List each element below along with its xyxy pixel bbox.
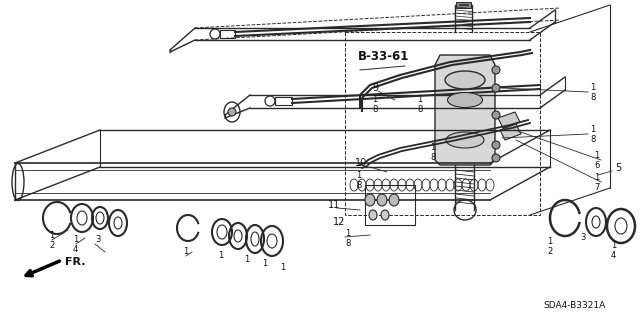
Text: 12: 12 (333, 217, 346, 227)
Text: 8: 8 (590, 93, 595, 102)
Text: 4: 4 (73, 246, 78, 255)
Text: FR.: FR. (65, 257, 86, 267)
Text: 1: 1 (345, 229, 350, 239)
Text: 8: 8 (590, 136, 595, 145)
Text: 10: 10 (355, 158, 367, 168)
Text: 1: 1 (594, 151, 599, 160)
Polygon shape (500, 124, 521, 140)
Text: 1: 1 (280, 263, 285, 272)
Text: 8: 8 (345, 240, 350, 249)
Text: 8: 8 (356, 181, 362, 189)
Text: 1: 1 (547, 238, 552, 247)
Text: 8: 8 (417, 106, 422, 115)
Ellipse shape (377, 194, 387, 206)
Text: 1: 1 (594, 173, 599, 182)
Text: 3: 3 (95, 235, 100, 244)
Text: 8: 8 (372, 106, 378, 115)
Text: 1: 1 (356, 170, 361, 180)
Ellipse shape (447, 93, 483, 108)
Text: 1: 1 (590, 84, 595, 93)
Text: 1: 1 (611, 241, 616, 250)
Text: 5: 5 (615, 163, 621, 173)
Circle shape (492, 111, 500, 119)
Text: SDA4-B3321A: SDA4-B3321A (543, 300, 605, 309)
Text: 8: 8 (430, 153, 435, 162)
Text: 1: 1 (73, 235, 78, 244)
Circle shape (492, 66, 500, 74)
Polygon shape (456, 2, 471, 8)
Text: 1: 1 (430, 144, 435, 152)
Ellipse shape (369, 210, 377, 220)
Circle shape (492, 154, 500, 162)
Text: 6: 6 (594, 160, 600, 169)
Text: 1: 1 (49, 232, 54, 241)
Text: 1: 1 (244, 256, 249, 264)
Text: 2: 2 (49, 241, 54, 250)
Ellipse shape (389, 194, 399, 206)
Polygon shape (498, 112, 520, 128)
Text: 1: 1 (262, 259, 268, 269)
Text: 1: 1 (590, 125, 595, 135)
Text: 7: 7 (594, 182, 600, 191)
Text: 11: 11 (328, 200, 340, 210)
Ellipse shape (365, 194, 375, 206)
Circle shape (228, 108, 236, 116)
Text: 1: 1 (372, 95, 377, 105)
Polygon shape (435, 55, 495, 165)
Ellipse shape (445, 71, 485, 89)
Text: 2: 2 (547, 248, 552, 256)
Text: 1: 1 (183, 248, 188, 256)
Text: 3: 3 (580, 234, 586, 242)
Text: 9: 9 (372, 83, 378, 93)
Text: 4: 4 (611, 251, 616, 261)
Text: 1: 1 (417, 95, 422, 105)
Text: B-33-61: B-33-61 (358, 49, 410, 63)
Text: 1: 1 (218, 251, 223, 261)
Ellipse shape (446, 132, 484, 148)
Circle shape (492, 84, 500, 92)
Circle shape (492, 141, 500, 149)
Ellipse shape (381, 210, 389, 220)
